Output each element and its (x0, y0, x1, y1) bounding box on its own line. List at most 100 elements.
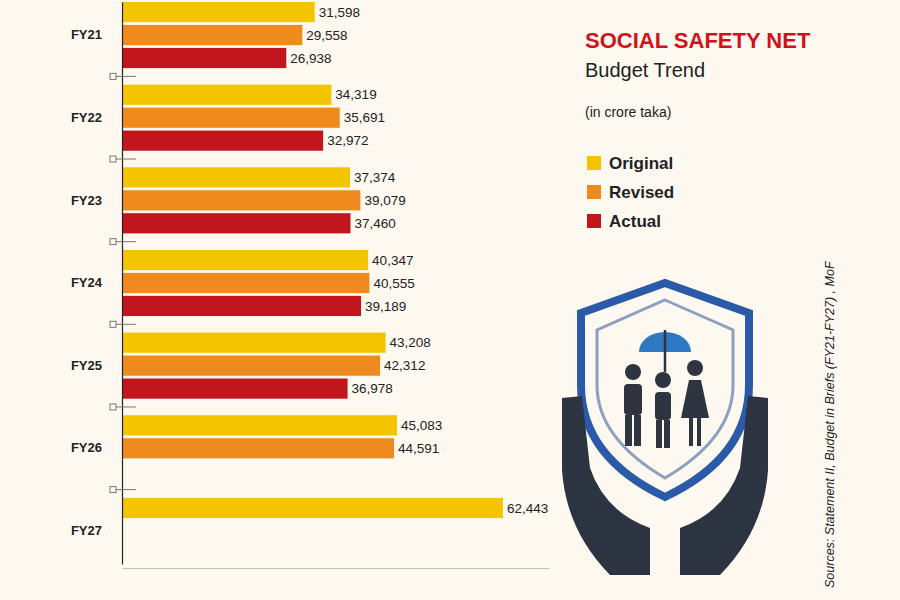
data-label: 37,374 (354, 170, 396, 185)
tick: FY27 (71, 523, 102, 538)
separator-box (110, 239, 116, 245)
tick-label: FY23 (71, 193, 102, 208)
legend-swatch (587, 185, 601, 199)
data-label: 37,460 (355, 216, 396, 231)
tick: FY22 (71, 110, 102, 125)
person-leg (697, 418, 701, 446)
title: SOCIAL SAFETY NET (585, 28, 811, 53)
umbrella-handle (664, 330, 667, 372)
person-leg (664, 420, 670, 448)
person-body (681, 380, 709, 418)
tick-label: FY21 (71, 27, 102, 42)
tick-label: FY26 (71, 440, 102, 455)
person-leg (634, 415, 641, 446)
person-head (687, 360, 703, 376)
shield (581, 283, 749, 497)
hand (680, 396, 768, 575)
tick: FY26 (71, 440, 102, 455)
separator-line (116, 324, 136, 325)
bar (122, 190, 360, 210)
bar (122, 85, 331, 105)
hand (562, 396, 650, 575)
separator-line (116, 76, 136, 77)
separator-line (116, 241, 136, 242)
bar (122, 333, 386, 353)
bar (122, 213, 351, 233)
bar (122, 131, 323, 151)
plot: 31,598 29,558 26,938 34,319 35,691 32,972 37,3… (71, 2, 550, 569)
legend-swatch (587, 156, 601, 170)
data-label: 40,347 (372, 253, 413, 268)
bar (122, 415, 397, 435)
data-label: 44,591 (398, 441, 439, 456)
tick-label: FY27 (71, 523, 102, 538)
person-leg (689, 418, 693, 446)
bars (122, 2, 503, 518)
icon (562, 283, 768, 575)
separator-box (110, 404, 116, 410)
separator-box (110, 73, 116, 79)
x-axis-line (123, 568, 550, 569)
data-label: 45,083 (401, 418, 442, 433)
separator-box (110, 321, 116, 327)
person-head (625, 364, 641, 380)
bar (122, 296, 361, 316)
chart: 31,598 29,558 26,938 34,319 35,691 32,972 37,3… (0, 0, 900, 600)
data-label: 35,691 (344, 110, 385, 125)
separators (110, 73, 136, 492)
person-leg (625, 415, 632, 446)
tick: FY21 (71, 27, 102, 42)
legend-label: Actual (609, 212, 661, 231)
x-axis (123, 568, 550, 569)
tick-label: FY22 (71, 110, 102, 125)
data-label: 42,312 (384, 358, 425, 373)
data-label: 29,558 (306, 28, 347, 43)
person-body (655, 392, 671, 420)
bar (122, 108, 340, 128)
bar (122, 2, 315, 22)
subtitle: Budget Trend (585, 59, 705, 81)
bar (122, 438, 394, 458)
tick: FY23 (71, 193, 102, 208)
bar (122, 498, 503, 518)
background (0, 0, 900, 600)
shield-inner (597, 300, 733, 478)
data-label: 32,972 (327, 133, 368, 148)
data-label: 26,938 (290, 51, 331, 66)
bar (122, 25, 302, 45)
data-label: 40,555 (373, 276, 414, 291)
separator-line (116, 159, 136, 160)
data-label: 62,443 (507, 501, 548, 516)
data-label: 39,079 (364, 193, 405, 208)
legend-label: Original (609, 154, 673, 173)
separator-box (110, 487, 116, 493)
legend-label: Revised (609, 183, 674, 202)
tick-label: FY25 (71, 358, 102, 373)
data-labels: 31,598 29,558 26,938 34,319 35,691 32,972 37,3… (290, 5, 548, 516)
y-axis-line (122, 3, 123, 565)
source-note: Sources: Statement II, Budget in Briefs … (823, 260, 837, 588)
bar (122, 379, 348, 399)
y-axis: FY21 FY22 FY23 FY24 FY25 FY26 FY27 (71, 3, 123, 565)
legend: Original Revised Actual (587, 154, 674, 231)
bar (122, 250, 368, 270)
data-label: 39,189 (365, 299, 406, 314)
separator-line (116, 406, 136, 407)
person-head (655, 372, 671, 388)
bar (122, 273, 369, 293)
bar (122, 167, 350, 187)
unit-note: (in crore taka) (585, 104, 671, 120)
separator-box (110, 156, 116, 162)
legend-swatch (587, 214, 601, 228)
person-body (624, 384, 642, 415)
person-leg (656, 420, 662, 448)
data-label: 31,598 (319, 5, 360, 20)
bar (122, 48, 286, 68)
data-label: 43,208 (390, 335, 431, 350)
separator-line (116, 489, 136, 490)
data-label: 34,319 (335, 87, 376, 102)
tick: FY24 (71, 275, 103, 290)
tick: FY25 (71, 358, 102, 373)
data-label: 36,978 (352, 381, 393, 396)
tick-label: FY24 (71, 275, 103, 290)
